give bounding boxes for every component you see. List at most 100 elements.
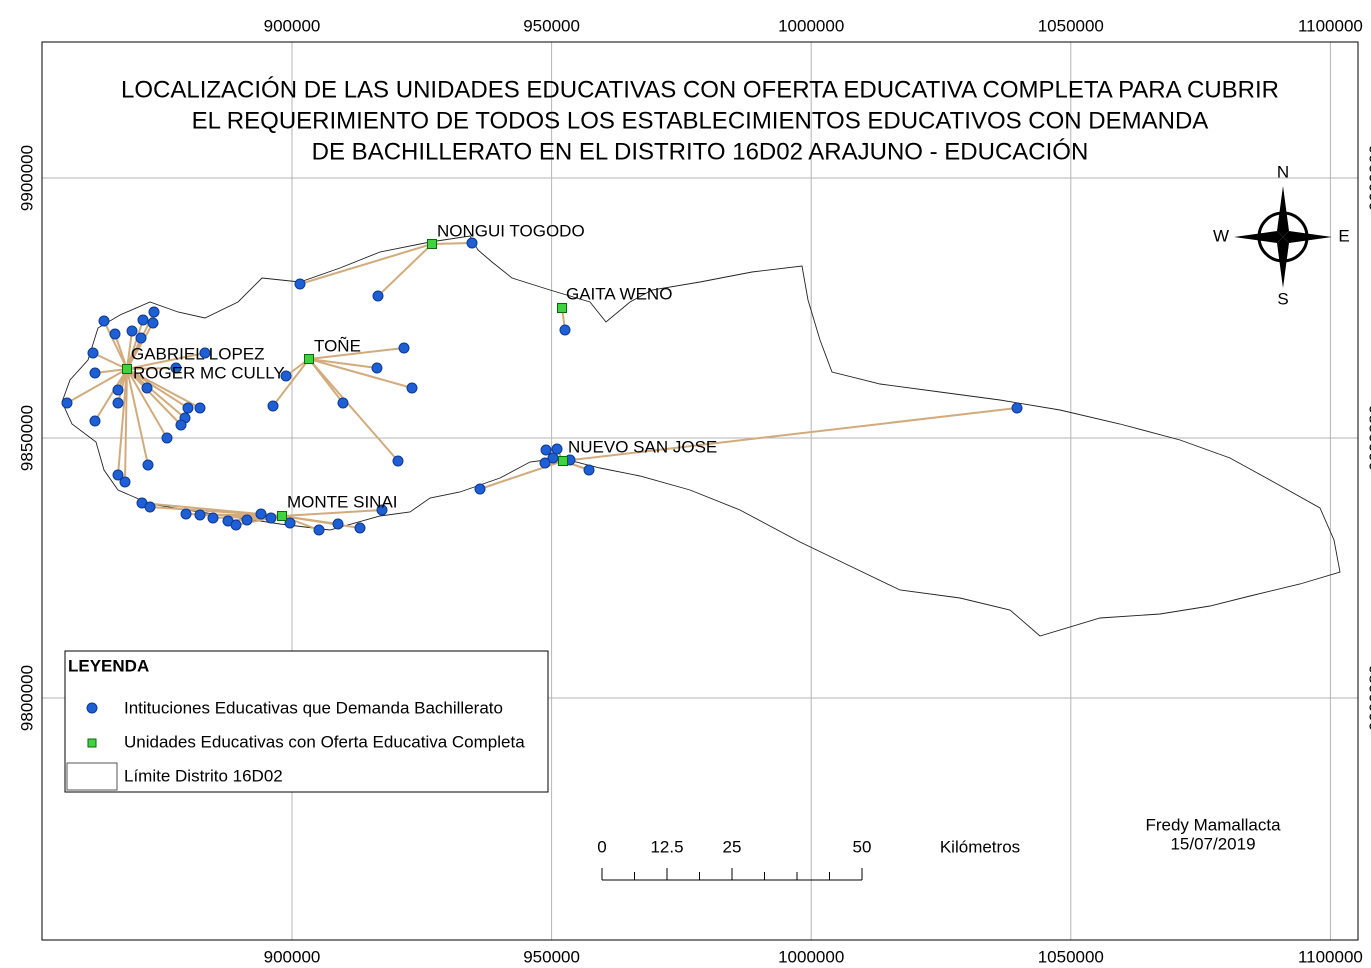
place-label: NUEVO SAN JOSE <box>568 437 717 456</box>
school-dot <box>332 518 344 530</box>
school-dot <box>284 517 296 529</box>
link <box>281 509 383 517</box>
link <box>126 330 133 370</box>
link <box>114 333 128 370</box>
legend-item: Límite Distrito 16D02 <box>124 766 283 785</box>
link <box>308 358 399 462</box>
link <box>126 367 177 370</box>
school-dot <box>141 382 153 394</box>
school-dot <box>313 524 325 536</box>
link <box>272 358 310 407</box>
place-label: ROGER MC CULLY <box>133 363 285 382</box>
link <box>562 407 1018 462</box>
compass-w: W <box>1213 226 1229 245</box>
link <box>124 368 128 483</box>
grid-label-bottom: 950000 <box>523 947 580 966</box>
compass-n: N <box>1277 162 1289 181</box>
school-dot <box>119 476 131 488</box>
school-dot <box>112 384 124 396</box>
compass-e: E <box>1338 226 1349 245</box>
school-dot <box>406 382 418 394</box>
title-line: LOCALIZACIÓN DE LAS UNIDADES EDUCATIVAS … <box>121 76 1279 103</box>
school-dot <box>559 324 571 336</box>
legend-item: Intituciones Educativas que Demanda Bach… <box>124 698 503 717</box>
compass-arrow <box>1277 237 1289 288</box>
link <box>308 358 378 369</box>
legend-boundary <box>66 762 118 791</box>
grid-label-top: 900000 <box>264 16 321 35</box>
link <box>126 368 201 409</box>
link <box>103 320 128 370</box>
compass-s: S <box>1277 289 1288 308</box>
grid-label-top: 950000 <box>523 16 580 35</box>
unit-square <box>304 354 314 364</box>
school-dot <box>294 278 306 290</box>
school-dot <box>89 367 101 379</box>
link <box>126 368 186 419</box>
compass: N S W E <box>1213 162 1350 308</box>
school-dot <box>142 459 154 471</box>
school-dot <box>180 508 192 520</box>
legend-title: LEYENDA <box>68 656 149 675</box>
school-dot <box>137 314 149 326</box>
unit-square <box>557 303 567 313</box>
link <box>126 352 206 370</box>
school-dot <box>87 347 99 359</box>
scale-label: 0 <box>597 837 606 856</box>
school-dot <box>1011 402 1023 414</box>
link <box>299 243 433 285</box>
school-dot <box>372 290 384 302</box>
scale-bar: Kilómetros 0 12.5 25 50 <box>597 837 1020 881</box>
school-dot <box>354 522 366 534</box>
place-label: GABRIEL LOPEZ <box>131 344 265 363</box>
school-dot <box>144 501 156 513</box>
school-dot <box>148 306 160 318</box>
grid-label-left: 9850000 <box>17 405 36 471</box>
school-dot <box>112 397 124 409</box>
link <box>308 358 413 389</box>
school-dot <box>230 519 242 531</box>
school-dot <box>135 332 147 344</box>
link <box>92 352 128 370</box>
link <box>281 515 361 529</box>
school-dot <box>376 504 388 516</box>
link <box>94 368 128 422</box>
school-dot <box>109 328 121 340</box>
legend-box <box>64 650 549 793</box>
title-line: EL REQUERIMIENTO DE TODOS LOS ESTABLECIM… <box>192 107 1209 134</box>
school-dot <box>474 483 486 495</box>
grid-label-right: 9850000 <box>1366 405 1371 471</box>
place-label: GAITA WENO <box>566 284 672 303</box>
school-dot <box>540 444 552 456</box>
grid-label-right: 9800000 <box>1366 665 1371 731</box>
legend-square <box>87 738 97 748</box>
school-dot <box>280 370 292 382</box>
compass-arrow <box>1283 231 1332 243</box>
grid-label-bottom: 1050000 <box>1038 947 1104 966</box>
school-dot <box>241 514 253 526</box>
link <box>117 368 128 404</box>
grid-label-left: 9800000 <box>17 665 36 731</box>
title-line: DE BACHILLERATO EN EL DISTRITO 16D02 ARA… <box>312 138 1089 165</box>
place-label: MONTE SINAI <box>287 492 398 511</box>
unit-square <box>122 364 132 374</box>
school-dot <box>199 347 211 359</box>
grid-label-bottom: 1100000 <box>1298 947 1363 966</box>
grid-label-bottom: 1000000 <box>778 947 844 966</box>
legend: LEYENDA Intituciones Educativas que Dema… <box>64 650 549 793</box>
school-dot <box>539 457 551 469</box>
place-label: TOÑE <box>314 336 361 355</box>
school-dot <box>466 237 478 249</box>
compass-arrow <box>1277 186 1289 237</box>
district-boundary <box>61 235 1341 637</box>
link <box>377 243 433 297</box>
school-dot <box>392 455 404 467</box>
grid-label-top: 1050000 <box>1038 16 1104 35</box>
school-dot <box>371 362 383 374</box>
date: 15/07/2019 <box>1170 834 1255 853</box>
place-label: NONGUI TOGODO <box>437 221 585 240</box>
school-dot <box>551 443 563 455</box>
school-dot <box>61 397 73 409</box>
link <box>126 368 182 426</box>
